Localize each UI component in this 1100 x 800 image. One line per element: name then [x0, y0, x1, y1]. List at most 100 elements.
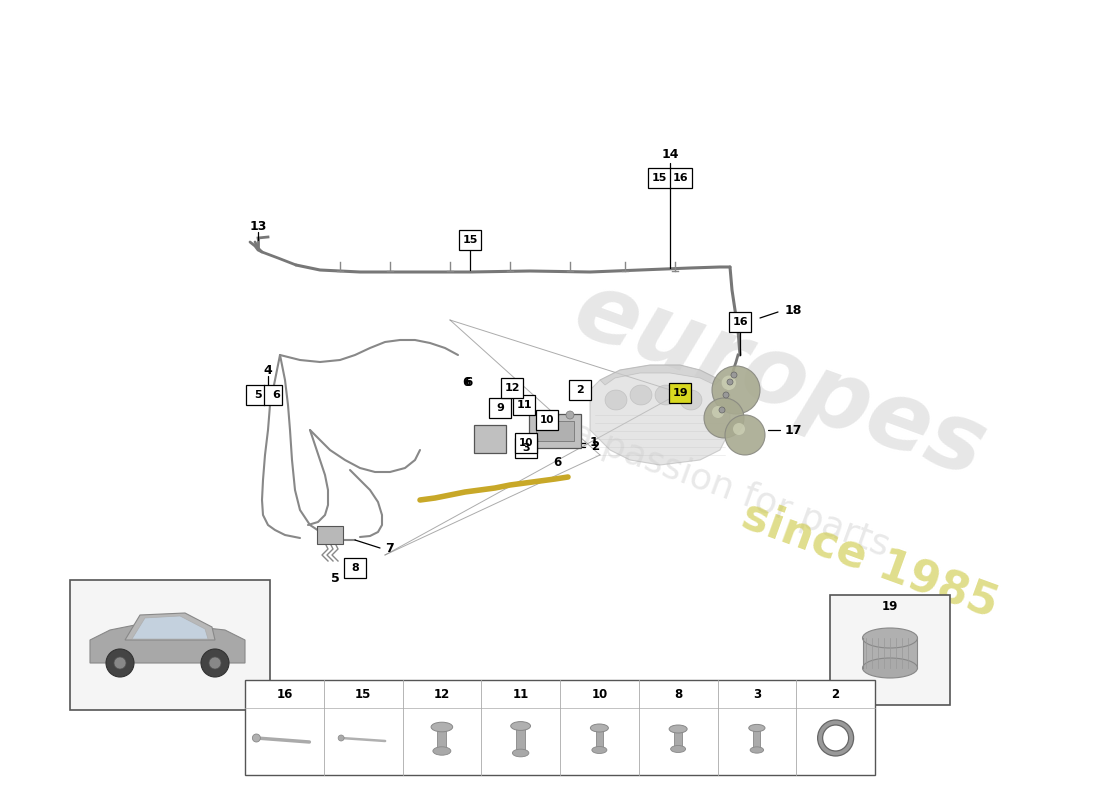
Text: 16: 16 [733, 317, 748, 327]
Text: 7: 7 [385, 542, 394, 554]
Bar [830, 595, 950, 705]
Text: 8: 8 [351, 563, 359, 573]
FancyBboxPatch shape [569, 380, 591, 400]
Circle shape [723, 392, 729, 398]
Ellipse shape [513, 749, 529, 757]
Ellipse shape [862, 628, 917, 648]
Text: 12: 12 [504, 383, 519, 393]
Circle shape [566, 411, 574, 419]
Text: 2: 2 [576, 385, 584, 395]
Polygon shape [590, 365, 730, 465]
Ellipse shape [433, 747, 451, 755]
Text: 15: 15 [462, 235, 477, 245]
Text: 10: 10 [519, 438, 534, 448]
Ellipse shape [431, 722, 453, 732]
Circle shape [722, 376, 736, 390]
Text: 10: 10 [592, 687, 607, 701]
Ellipse shape [749, 725, 764, 731]
Polygon shape [600, 365, 720, 385]
Text: 11: 11 [513, 687, 529, 701]
Ellipse shape [669, 725, 688, 733]
Text: 11: 11 [516, 400, 531, 410]
Ellipse shape [750, 747, 763, 753]
FancyBboxPatch shape [500, 378, 522, 398]
Text: 6: 6 [464, 375, 472, 389]
Text: 15: 15 [651, 173, 667, 183]
Text: 19: 19 [672, 388, 688, 398]
Text: 17: 17 [785, 423, 803, 437]
Bar [70, 580, 270, 710]
Circle shape [732, 372, 737, 378]
Text: 8: 8 [674, 687, 682, 701]
Text: 16: 16 [276, 687, 293, 701]
Ellipse shape [592, 746, 607, 754]
FancyBboxPatch shape [669, 383, 691, 403]
Text: 10: 10 [540, 415, 554, 425]
Text: 18: 18 [785, 303, 802, 317]
Circle shape [725, 415, 764, 455]
FancyBboxPatch shape [536, 421, 574, 441]
FancyBboxPatch shape [729, 312, 751, 332]
Text: 4: 4 [264, 363, 273, 377]
Text: 3: 3 [752, 687, 761, 701]
Text: 19: 19 [882, 601, 899, 614]
Text: 2: 2 [832, 687, 839, 701]
Circle shape [114, 657, 126, 669]
Ellipse shape [862, 658, 917, 678]
FancyBboxPatch shape [317, 526, 343, 544]
Bar [438, 729, 447, 751]
Ellipse shape [654, 385, 676, 405]
Bar [674, 731, 682, 749]
Circle shape [252, 734, 261, 742]
Polygon shape [90, 625, 245, 663]
Circle shape [201, 649, 229, 677]
Text: a passion for parts: a passion for parts [566, 417, 894, 563]
Bar [648, 168, 692, 188]
FancyBboxPatch shape [490, 398, 512, 418]
Text: 1: 1 [590, 437, 598, 450]
Text: 16: 16 [673, 173, 689, 183]
Circle shape [712, 366, 760, 414]
FancyBboxPatch shape [513, 395, 535, 415]
Text: 6: 6 [272, 390, 279, 400]
Bar [245, 680, 874, 775]
Circle shape [712, 406, 724, 418]
Circle shape [106, 649, 134, 677]
Circle shape [536, 411, 544, 419]
Ellipse shape [605, 390, 627, 410]
Text: 12: 12 [433, 687, 450, 701]
Polygon shape [125, 613, 214, 640]
FancyBboxPatch shape [515, 433, 537, 453]
Circle shape [704, 398, 744, 438]
Text: 6: 6 [462, 375, 470, 389]
Text: 5: 5 [254, 390, 262, 400]
Bar [864, 638, 917, 668]
Circle shape [733, 423, 745, 435]
Text: 13: 13 [250, 219, 266, 233]
Circle shape [719, 407, 725, 413]
Bar [595, 730, 603, 750]
Bar [754, 730, 760, 750]
Text: 3: 3 [522, 443, 530, 453]
FancyBboxPatch shape [344, 558, 366, 578]
Circle shape [727, 379, 733, 385]
Ellipse shape [630, 385, 652, 405]
Text: since 1985: since 1985 [736, 494, 1004, 626]
Polygon shape [132, 616, 208, 639]
Bar [246, 385, 282, 405]
Bar [516, 728, 525, 753]
Circle shape [338, 735, 344, 741]
Ellipse shape [671, 746, 685, 753]
Ellipse shape [510, 722, 530, 730]
FancyBboxPatch shape [474, 425, 506, 453]
FancyBboxPatch shape [515, 438, 537, 458]
Text: 15: 15 [355, 687, 372, 701]
Text: 14: 14 [661, 149, 679, 162]
Text: 6: 6 [553, 455, 561, 469]
Text: europes: europes [562, 263, 998, 497]
FancyBboxPatch shape [529, 414, 581, 448]
FancyBboxPatch shape [459, 230, 481, 250]
Text: 9: 9 [496, 403, 504, 413]
Ellipse shape [591, 724, 608, 732]
FancyBboxPatch shape [536, 410, 558, 430]
